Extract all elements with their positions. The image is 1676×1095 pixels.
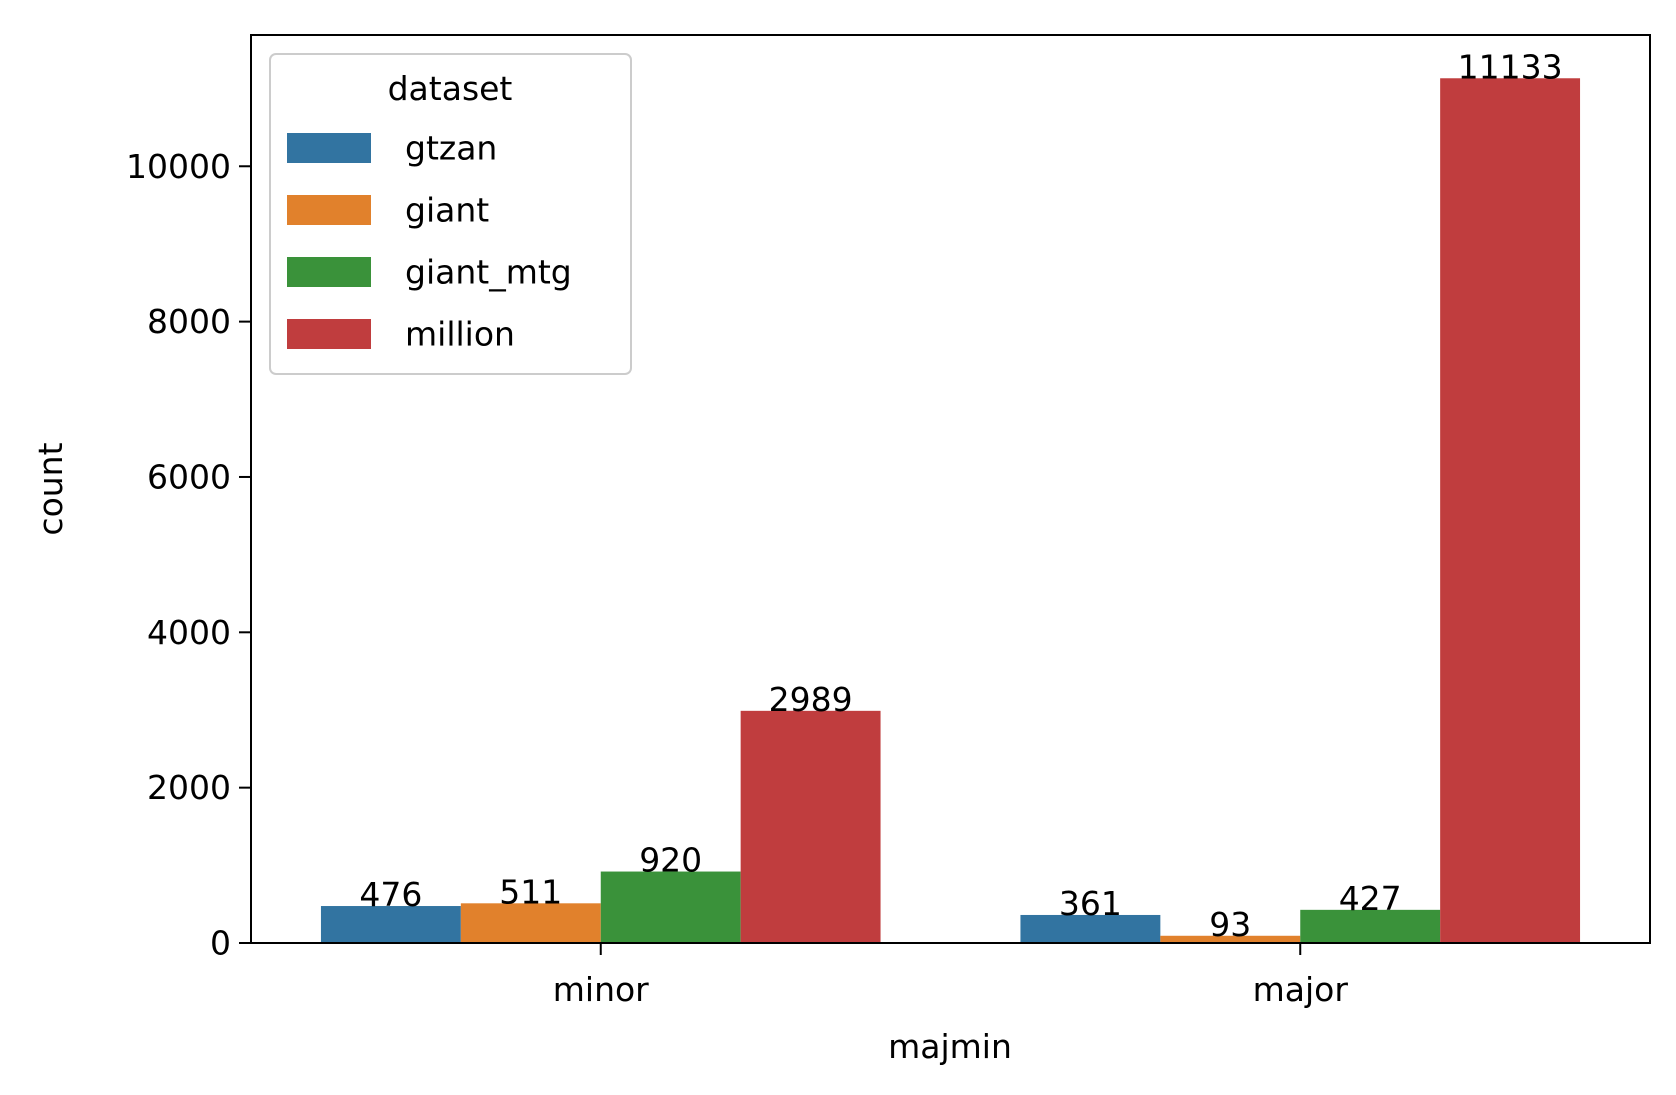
bar-million-major [1440,78,1581,944]
legend-swatch-giant [287,195,371,225]
bar-value-label: 2989 [769,680,853,719]
x-axis-label: majmin [888,1027,1012,1066]
bar-value-label: 511 [499,872,562,911]
bar-labels-group: 476 511 920 2989 361 93 427 11133 [359,47,1562,944]
bar-gtzan-minor [320,906,461,943]
x-axis: minor major [553,943,1349,1009]
y-tick-label: 2000 [147,768,231,807]
bar-value-label: 361 [1059,884,1122,923]
legend-label-gtzan: gtzan [405,129,497,168]
legend-swatch-gtzan [287,133,371,163]
bar-giant-minor [460,903,601,943]
bar-value-label: 427 [1339,879,1402,918]
bars-group [320,78,1581,944]
bar-giant-mtg-minor [600,871,741,943]
bar-million-minor [740,710,881,943]
y-tick-label: 0 [210,924,231,963]
bar-value-label: 920 [639,841,702,880]
bar-giant-mtg-major [1300,909,1441,943]
y-tick-label: 10000 [126,147,231,186]
plot-frame [250,34,1651,944]
bar-value-label: 476 [359,875,422,914]
legend-title: dataset [388,69,513,108]
bar-value-label: 93 [1209,905,1251,944]
y-tick-label: 4000 [147,613,231,652]
legend-swatch-million [287,319,371,349]
bar-gtzan-major [1020,914,1161,943]
y-axis-label: count [31,442,70,535]
x-tick-label-minor: minor [553,970,649,1009]
x-tick-label-major: major [1253,970,1349,1009]
y-tick-label: 8000 [147,302,231,341]
legend-label-giant: giant [405,191,489,230]
legend-label-million: million [405,315,515,354]
legend-swatch-giant-mtg [287,257,371,287]
y-tick-label: 6000 [147,457,231,496]
legend-label-giant-mtg: giant_mtg [405,253,572,292]
y-axis: 0 2000 4000 6000 8000 10000 [126,147,251,963]
bar-value-label: 11133 [1458,47,1563,86]
bar-giant-major [1160,935,1301,943]
